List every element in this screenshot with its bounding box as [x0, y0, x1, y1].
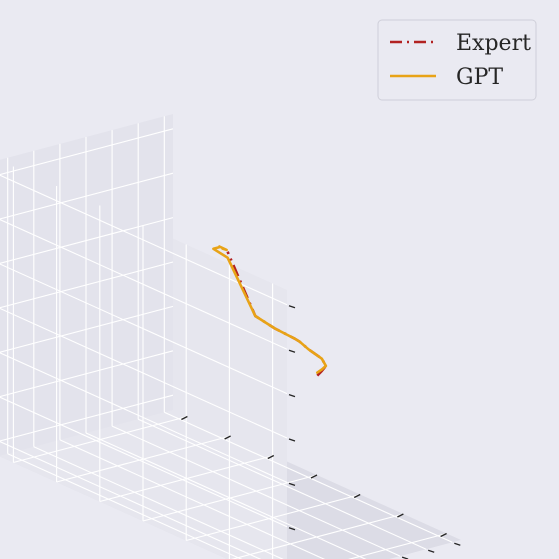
gridline: [186, 493, 361, 542]
x-axis-tick: [310, 474, 318, 479]
z-axis-tick: [288, 482, 296, 487]
x-axis-tick: [440, 532, 447, 538]
gridline: [85, 432, 367, 559]
x-axis-tick: [267, 454, 275, 460]
gridline: [231, 513, 404, 559]
series-layer: [212, 245, 328, 377]
gridline: [347, 532, 447, 559]
x-axis-tick: [224, 435, 231, 440]
legend-label-expert: Expert: [456, 31, 531, 56]
z-axis-tick: [288, 349, 296, 353]
z-axis-tick: [288, 438, 296, 442]
y-axis-tick: [427, 549, 435, 553]
z-axis-tick: [288, 527, 296, 531]
legend: Expert GPT: [377, 19, 537, 101]
x-axis-tick: [397, 513, 404, 518]
legend-label-gpt: GPT: [456, 65, 503, 90]
y-axis-tick: [454, 542, 461, 546]
gridline: [0, 307, 288, 439]
z-axis-tick: [288, 393, 296, 398]
gridline: [7, 453, 243, 559]
gridline: [0, 128, 174, 176]
axis-ticks: [181, 305, 461, 559]
gridline: [0, 172, 174, 220]
legend-box: [377, 19, 537, 101]
gridline: [33, 446, 284, 559]
series-line-gpt: [212, 245, 328, 374]
gridline: [0, 263, 288, 395]
z-axis-tick: [288, 305, 296, 309]
x-axis-tick: [353, 493, 361, 499]
gridline: [0, 219, 288, 350]
gridline: [59, 439, 326, 559]
x-axis-tick: [181, 415, 188, 421]
gridlines: [0, 116, 453, 559]
gridline: [0, 217, 174, 264]
